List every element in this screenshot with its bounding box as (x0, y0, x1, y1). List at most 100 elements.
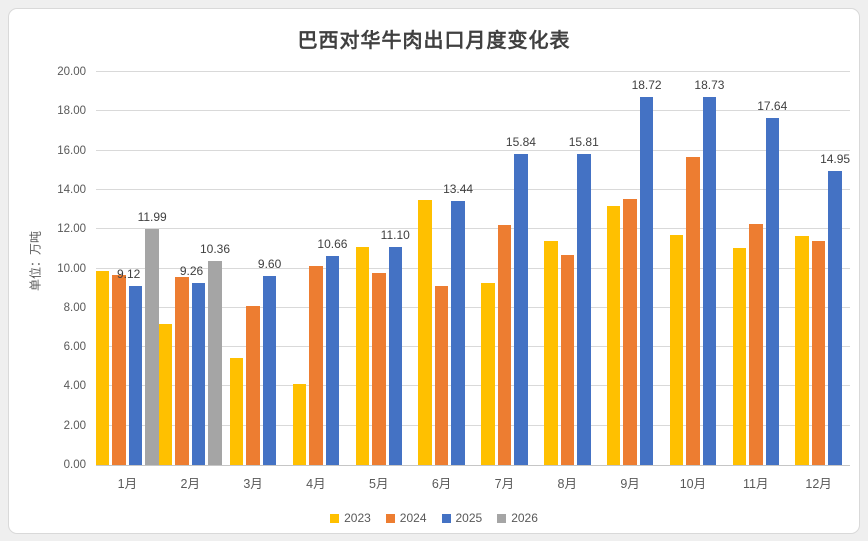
x-tick-label: 12月 (805, 477, 832, 491)
x-tick-label: 2月 (180, 477, 200, 491)
bar-label-2025-1月: 9.12 (116, 266, 141, 281)
bar-2024-1月 (112, 275, 126, 465)
bar-label-2025-4月: 10.66 (317, 236, 348, 251)
bar-2024-5月 (372, 272, 386, 465)
bar-label-2025-8月: 15.81 (568, 135, 599, 150)
legend: 2023 2024 2025 2026 (9, 511, 859, 525)
gridline (96, 228, 850, 230)
bar-2023-11月 (732, 247, 746, 465)
bar-2023-6月 (418, 199, 432, 465)
y-tick-label: 14.00 (57, 183, 86, 196)
y-tick-label: 18.00 (57, 105, 86, 118)
bar-2023-5月 (355, 247, 369, 465)
bar-label-2025-3月: 9.60 (257, 257, 282, 272)
bar-2024-9月 (623, 199, 637, 465)
gridline (96, 424, 850, 426)
x-tick-label: 7月 (494, 477, 515, 491)
bar-label-2026-1月: 11.99 (137, 210, 167, 225)
x-tick-label: 1月 (117, 477, 138, 491)
bar-2025-8月 (577, 154, 591, 465)
x-axis-labels: 1月 2月 3月 4月 5月 6月 7月 8月 9月 10月 11月 12月 (96, 473, 850, 491)
bar-2024-2月 (175, 276, 189, 465)
legend-item-2023: 2023 (330, 511, 371, 525)
legend-label: 2025 (455, 511, 483, 525)
y-tick-label: 2.00 (63, 419, 86, 432)
bar-2023-3月 (229, 357, 244, 465)
bar-2025-6月 (451, 200, 465, 465)
bar-label-2025-7月: 15.84 (505, 134, 536, 149)
bar-2024-11月 (749, 224, 763, 465)
y-axis-title: 单位：万吨 (28, 230, 43, 292)
gridline (96, 188, 850, 190)
legend-label: 2023 (344, 511, 371, 525)
bar-2025-4月 (325, 255, 340, 465)
bar-2024-4月 (309, 266, 323, 465)
bar-2023-12月 (795, 236, 809, 465)
legend-marker-icon (385, 513, 395, 523)
bar-label-2025-2月: 9.26 (179, 264, 204, 279)
gridline (96, 110, 850, 112)
bar-2024-3月 (246, 305, 260, 465)
bar-2026-2月 (208, 261, 222, 465)
x-tick-label: 10月 (679, 477, 707, 491)
legend-marker-icon (441, 513, 451, 523)
bar-2024-10月 (686, 156, 700, 465)
y-tick-label: 6.00 (63, 341, 86, 354)
chart-card: 巴西对华牛肉出口月度变化表 单位：万吨 0.00 2.00 4.00 6.00 8.00… (8, 8, 860, 534)
y-tick-label: 20.00 (57, 66, 86, 78)
bar-2024-12月 (811, 241, 826, 465)
bar-label-2025-11月: 17.64 (757, 99, 788, 114)
y-tick-label: 10.00 (57, 262, 86, 275)
plot-area: 0.00 2.00 4.00 6.00 8.00 10.00 12.00 14.00 16.00… (57, 66, 851, 471)
gridline (96, 267, 850, 269)
y-tick-label: 4.00 (63, 380, 86, 393)
bar-label-2025-12月: 14.95 (820, 152, 851, 167)
legend-label: 2024 (399, 511, 427, 525)
legend-item-2024: 2024 (385, 511, 427, 525)
gridline (96, 385, 850, 387)
gridline (96, 346, 850, 348)
legend-marker-icon (330, 513, 340, 523)
bar-2024-8月 (560, 255, 574, 465)
bar-2025-1月 (128, 285, 143, 465)
bar-2026-1月 (145, 229, 159, 465)
y-tick-label: 12.00 (57, 223, 86, 236)
gridline (96, 149, 850, 151)
y-tick-label: 8.00 (63, 301, 86, 314)
bar-2025-12月 (828, 171, 842, 465)
bar-2023-1月 (95, 270, 110, 465)
x-tick-label: 9月 (620, 477, 640, 491)
bar-2025-5月 (388, 246, 402, 465)
gridline (96, 71, 850, 72)
bar-2023-9月 (606, 205, 621, 465)
bar-2024-6月 (434, 285, 449, 465)
bar-label-2025-9月: 18.72 (631, 78, 662, 93)
x-tick-label: 8月 (557, 477, 577, 491)
y-tick-label: 16.00 (57, 144, 86, 157)
bar-2025-9月 (639, 97, 654, 465)
chart-title: 巴西对华牛肉出口月度变化表 (297, 30, 571, 52)
bar-2023-4月 (292, 384, 307, 465)
bar-2025-11月 (765, 118, 779, 465)
x-tick-label: 5月 (369, 477, 389, 491)
bar-label-2026-2月: 10.36 (199, 242, 231, 257)
legend-label: 2026 (511, 511, 538, 525)
x-tick-label: 6月 (431, 477, 452, 491)
gridline (96, 306, 850, 308)
bar-2025-2月 (191, 283, 206, 465)
bar-2025-10月 (702, 96, 717, 465)
bar-2023-7月 (481, 283, 495, 465)
bar-label-2025-6月: 13.44 (443, 181, 474, 196)
legend-item-2025: 2025 (441, 511, 483, 525)
bar-2025-3月 (262, 276, 277, 465)
legend-item-2026: 2026 (497, 511, 538, 525)
bar-2023-2月 (158, 324, 173, 465)
x-tick-label: 3月 (243, 477, 263, 491)
x-tick-label: 11月 (743, 477, 769, 491)
bar-label-2025-10月: 18.73 (694, 77, 725, 92)
bar-2023-10月 (669, 234, 684, 465)
legend-marker-icon (497, 513, 507, 523)
bar-2025-7月 (514, 153, 528, 465)
x-tick-label: 4月 (306, 477, 326, 491)
bar-2024-7月 (497, 225, 512, 465)
